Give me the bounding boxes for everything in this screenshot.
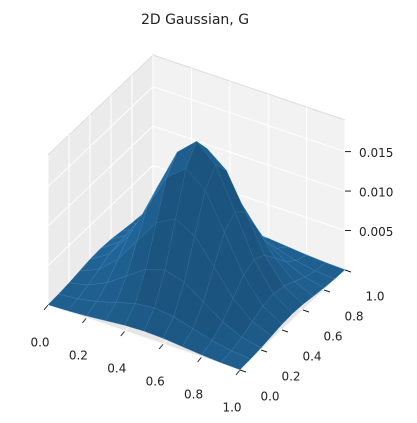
x-tick-label: 1.0 [222, 401, 241, 415]
y-tick-label: 0.0 [260, 390, 279, 404]
x-tick [120, 330, 126, 337]
grid-line [47, 304, 241, 371]
y-tick-label: 0.6 [323, 330, 342, 344]
chart-title: 2D Gaussian, G [141, 12, 249, 28]
x-tick-label: 0.6 [146, 375, 165, 389]
y-tick [302, 309, 310, 313]
grid-line [152, 86, 346, 153]
x-tick [235, 369, 241, 376]
x-tick-label: 0.4 [107, 362, 126, 376]
grid-line [152, 125, 346, 192]
x-tick [82, 317, 87, 324]
z-tick-label: 0.005 [359, 225, 393, 239]
x-tick-label: 0.2 [69, 349, 88, 363]
grid-line [239, 269, 346, 371]
x-tick-label: 0.0 [30, 336, 49, 350]
z-tick-label: 0.015 [359, 146, 393, 160]
y-tick-label: 0.8 [344, 310, 363, 324]
y-tick [344, 269, 352, 273]
y-tick-label: 0.4 [302, 350, 321, 364]
y-tick [281, 329, 289, 333]
y-tick [323, 289, 331, 293]
y-tick-label: 1.0 [365, 290, 384, 304]
x-tick [158, 343, 164, 350]
grid-line [47, 125, 154, 227]
x-tick-label: 0.8 [184, 388, 203, 402]
z-tick-label: 0.010 [359, 186, 393, 200]
y-tick [239, 369, 247, 373]
grid-line [47, 86, 154, 187]
x-tick [43, 304, 49, 311]
x-tick [197, 356, 202, 363]
y-tick [260, 349, 268, 353]
grid-line [47, 165, 154, 266]
surface-patch [220, 350, 251, 370]
y-tick-label: 0.2 [281, 370, 300, 384]
